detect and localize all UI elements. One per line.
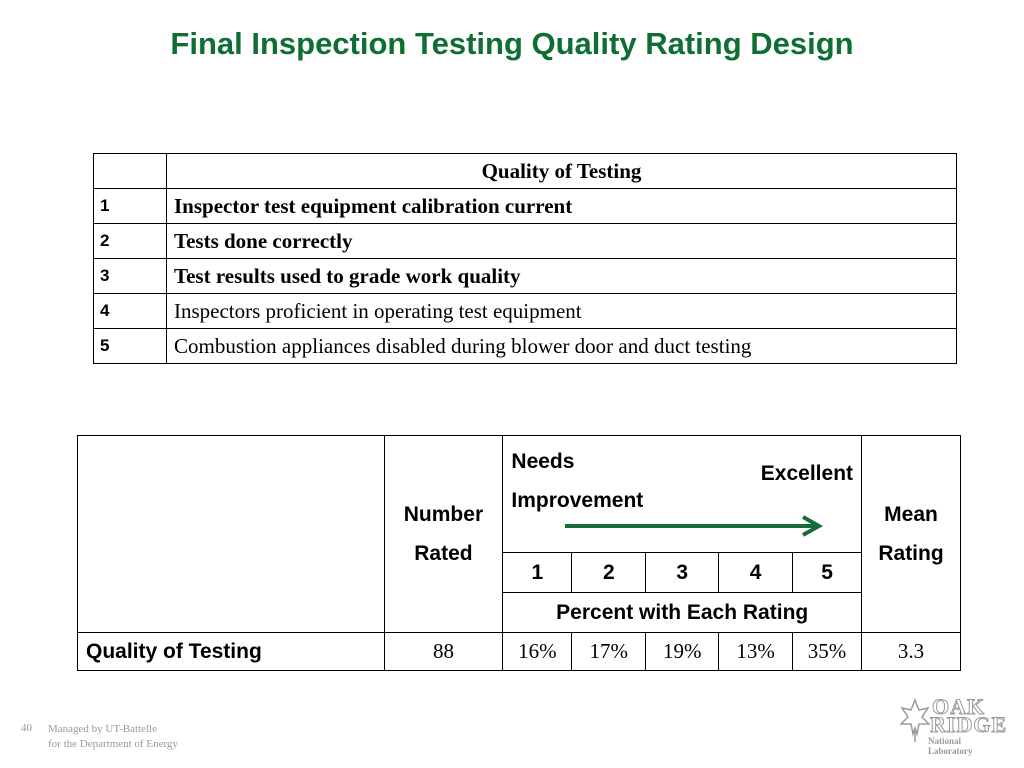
- mean-line2: Rating: [878, 542, 944, 565]
- row-label: Quality of Testing: [77, 632, 385, 671]
- logo-subtitle: National Laboratory: [928, 736, 973, 756]
- page-number: 40: [21, 722, 32, 734]
- scale-4: 4: [718, 552, 794, 593]
- criteria-text: Inspector test equipment calibration cur…: [166, 188, 957, 224]
- criteria-header-blank: [93, 153, 167, 189]
- criteria-header-row: Quality of Testing: [93, 153, 957, 189]
- footer-line1: Managed by UT-Battelle: [48, 723, 157, 735]
- footer-line2: for the Department of Energy: [48, 738, 178, 750]
- arrow-right-icon: [565, 515, 824, 537]
- percent-value: 13%: [718, 632, 794, 671]
- table-row: 5 Combustion appliances disabled during …: [93, 328, 957, 364]
- logo-word-oak: OAK: [931, 694, 986, 720]
- page-title: Final Inspection Testing Quality Rating …: [170, 26, 854, 61]
- criteria-text: Tests done correctly: [166, 223, 957, 259]
- scale-2: 2: [571, 552, 647, 593]
- rating-header-blank: [77, 435, 385, 633]
- criteria-text: Test results used to grade work quality: [166, 258, 957, 294]
- needs-improvement-label: Needs Improvement: [511, 450, 644, 512]
- mean-rating-header: Mean Rating: [861, 435, 961, 633]
- percent-value: 19%: [645, 632, 720, 671]
- percent-value: 35%: [792, 632, 863, 671]
- logo-word-ridge: RIDGE: [929, 712, 1008, 738]
- criteria-text: Inspectors proficient in operating test …: [166, 293, 957, 329]
- scale-5: 5: [792, 552, 863, 593]
- criteria-number: 2: [93, 223, 167, 259]
- number-rated-header: Number Rated: [383, 435, 504, 633]
- table-row: 2 Tests done correctly: [93, 223, 957, 259]
- percent-value: 17%: [571, 632, 647, 671]
- criteria-number: 1: [93, 188, 167, 224]
- rating-scale-header: Needs Improvement Excellent: [502, 435, 863, 553]
- percent-label: Percent with Each Rating: [502, 592, 863, 633]
- mean-value: 3.3: [861, 632, 961, 671]
- criteria-header: Quality of Testing: [166, 153, 957, 189]
- table-row: Quality of Testing 88 16% 17% 19% 13% 35…: [77, 632, 961, 671]
- excellent-label: Excellent: [760, 462, 854, 485]
- criteria-text: Combustion appliances disabled during bl…: [166, 328, 957, 364]
- mean-line1: Mean: [884, 503, 938, 526]
- number-rated-line1: Number: [403, 503, 484, 526]
- rating-header-row: Number Rated Needs Improvement Excellent…: [77, 435, 961, 633]
- criteria-number: 3: [93, 258, 167, 294]
- rating-table: Number Rated Needs Improvement Excellent…: [77, 435, 961, 671]
- ornl-logo: OAK RIDGE National Laboratory: [900, 694, 1008, 756]
- number-rated-value: 88: [383, 632, 504, 671]
- criteria-table: Quality of Testing 1 Inspector test equi…: [93, 153, 957, 364]
- scale-3: 3: [645, 552, 720, 593]
- criteria-number: 4: [93, 293, 167, 329]
- table-row: 4 Inspectors proficient in operating tes…: [93, 293, 957, 329]
- table-row: 3 Test results used to grade work qualit…: [93, 258, 957, 294]
- footer-text: Managed by UT-Battelle for the Departmen…: [48, 722, 178, 752]
- table-row: 1 Inspector test equipment calibration c…: [93, 188, 957, 224]
- number-rated-line2: Rated: [414, 542, 473, 565]
- scale-1: 1: [502, 552, 573, 593]
- criteria-number: 5: [93, 328, 167, 364]
- leaf-icon: [900, 698, 930, 742]
- percent-label-row: Percent with Each Rating: [78, 592, 961, 633]
- percent-value: 16%: [502, 632, 573, 671]
